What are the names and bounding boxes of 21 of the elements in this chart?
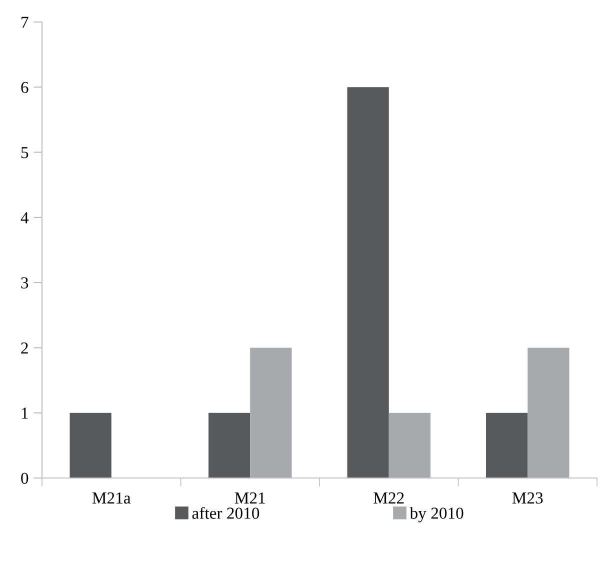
bar bbox=[528, 348, 570, 478]
bar bbox=[347, 87, 389, 478]
x-tick-label: M23 bbox=[512, 492, 543, 504]
x-tick-label: M21a bbox=[92, 492, 131, 504]
bar bbox=[70, 412, 112, 478]
y-tick-label: 6 bbox=[21, 82, 28, 94]
bar bbox=[486, 412, 528, 478]
legend-label: after 2010 bbox=[192, 506, 260, 519]
y-tick-label: 1 bbox=[22, 408, 28, 419]
legend-label: by 2010 bbox=[410, 507, 464, 522]
y-tick-label: 3 bbox=[21, 277, 28, 289]
bar bbox=[250, 348, 292, 478]
y-tick-label: 5 bbox=[21, 147, 28, 158]
x-tick-label: M21 bbox=[234, 492, 265, 504]
bar bbox=[208, 412, 250, 478]
x-tick-label: M22 bbox=[374, 492, 404, 504]
bar bbox=[388, 412, 430, 478]
y-tick-label: 7 bbox=[22, 16, 28, 28]
y-tick-label: 2 bbox=[21, 342, 28, 354]
y-tick-label: 4 bbox=[20, 212, 29, 224]
y-tick-label: 0 bbox=[21, 472, 28, 484]
